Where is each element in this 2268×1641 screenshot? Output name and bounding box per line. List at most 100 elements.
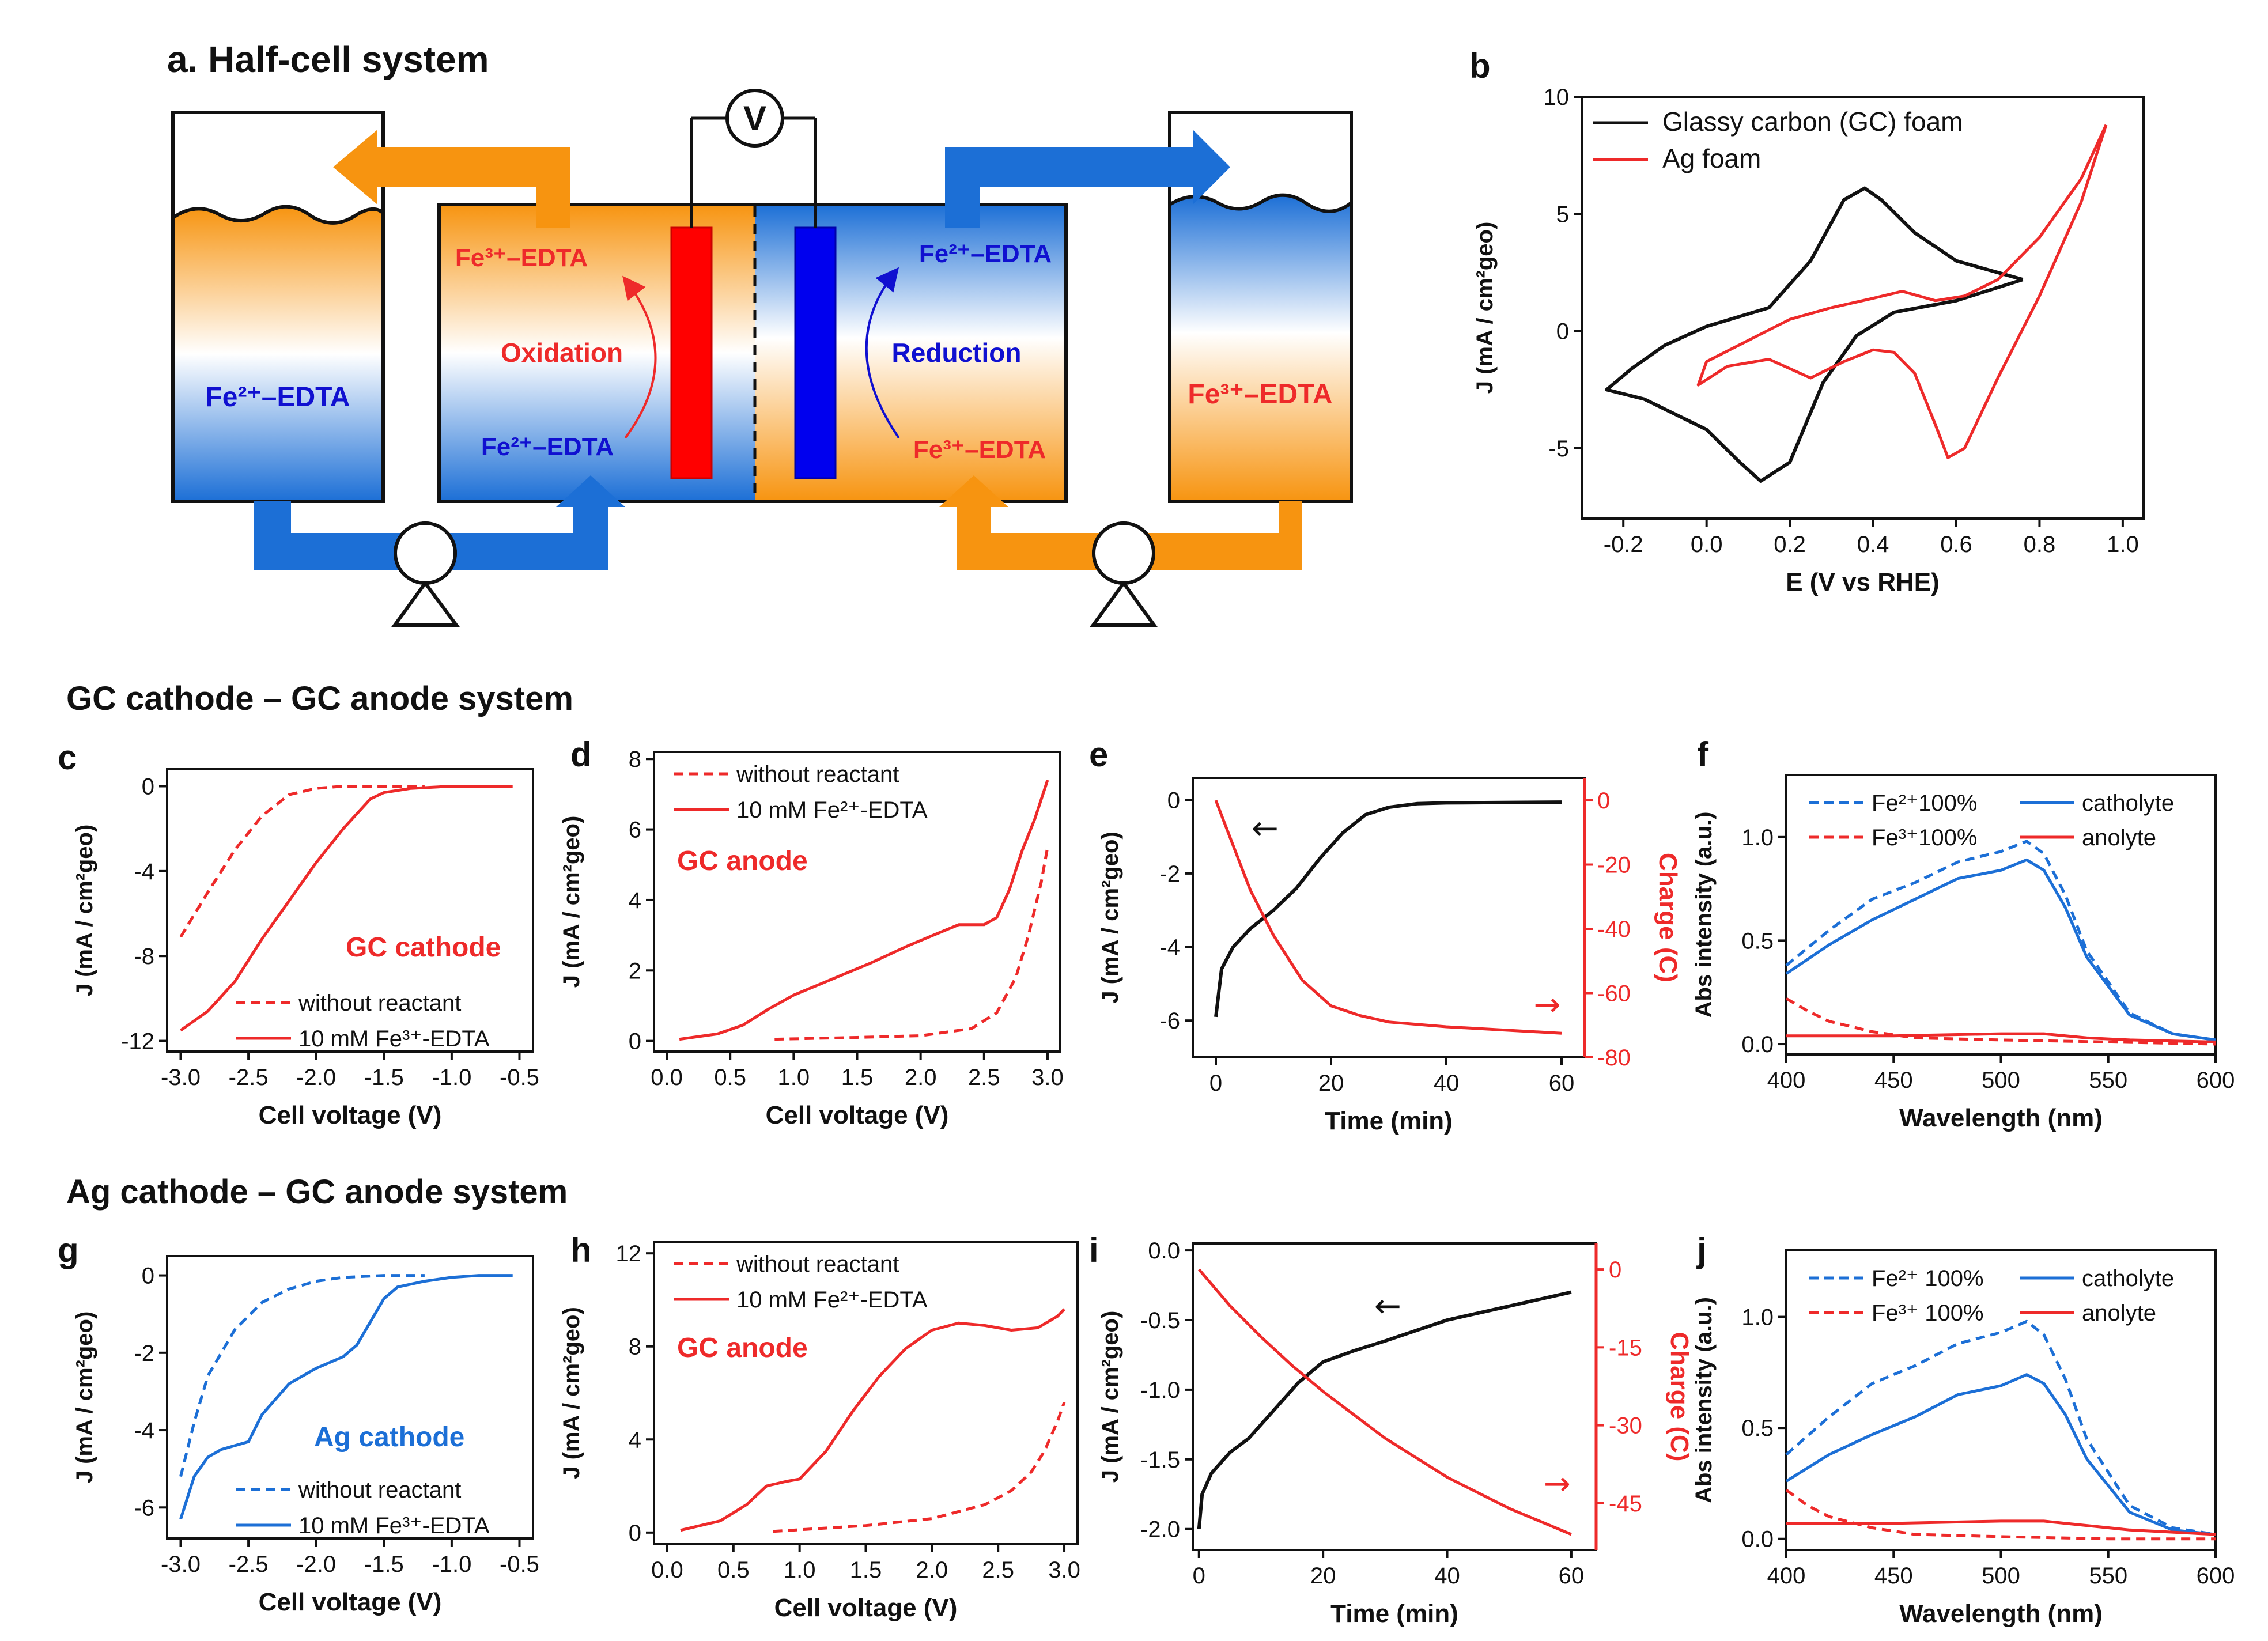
y-tick-label: 0 (142, 1264, 154, 1289)
y-tick-label: -5 (1548, 436, 1569, 462)
chart-b: b -0.2 0.0 0.2 0.4 0.6 0.8 1.0 -5 0 5 10 E (V vs RHE… (1469, 47, 2145, 596)
panel-letter: j (1696, 1231, 1707, 1269)
y-tick-label: -4 (134, 1418, 154, 1443)
y-axis-label: J (mA / cm²geo) (1098, 831, 1123, 1004)
x-tick-label: 0.5 (714, 1065, 746, 1090)
y2-tick-label: -15 (1609, 1335, 1642, 1360)
x-tick-label: 2.0 (916, 1557, 948, 1583)
x-tick-label: 600 (2197, 1563, 2235, 1589)
x-axis-label: Cell voltage (V) (259, 1101, 442, 1129)
y-tick-label: 0.0 (1741, 1032, 1774, 1057)
x-tick-label: 20 (1310, 1563, 1336, 1589)
y2-tick-label: -45 (1609, 1491, 1642, 1517)
cathode-top-species: Fe²⁺–EDTA (919, 240, 1052, 268)
x-tick-label: 0.0 (1691, 532, 1723, 557)
series-line (1197, 1268, 1572, 1536)
panel-annotation: GC anode (677, 846, 808, 876)
x-tick-label: -0.2 (1604, 532, 1643, 557)
right-tank-label: Fe³⁺–EDTA (1188, 379, 1332, 410)
legend-label: anolyte (2082, 825, 2156, 850)
x-tick-label: 0.0 (651, 1065, 683, 1090)
y-axis-label: J (mA / cm²geo) (1472, 222, 1498, 394)
x-tick-label: 3.0 (1048, 1557, 1080, 1583)
left-axis-arrow: ← (1252, 810, 1279, 848)
x-tick-label: 40 (1434, 1563, 1460, 1589)
panel-letter: h (570, 1231, 592, 1269)
legend-label: without reactant (736, 1251, 899, 1277)
y-tick-label: 10 (1544, 85, 1570, 110)
x-tick-label: -1.5 (364, 1065, 404, 1090)
x-tick-label: 60 (1559, 1563, 1585, 1589)
x-tick-label: 0.8 (2024, 532, 2056, 557)
x-tick-label: 0 (1193, 1563, 1205, 1589)
x-axis-label: Cell voltage (V) (774, 1594, 958, 1622)
x-axis-label: Cell voltage (V) (259, 1588, 442, 1616)
x-tick-label: -3.0 (161, 1552, 201, 1577)
x-tick-label: 60 (1549, 1071, 1575, 1096)
y2-tick-label: -80 (1597, 1045, 1631, 1071)
y-axis-label: Abs intensity (a.u.) (1691, 1297, 1717, 1503)
oxidation-arrow (622, 275, 657, 439)
x-axis-label: E (V vs RHE) (1786, 568, 1940, 596)
x-tick-label: 550 (2089, 1068, 2127, 1093)
y-tick-label: -8 (134, 944, 154, 969)
legend-label: without reactant (298, 990, 461, 1016)
legend-label: Fe²⁺100% (1872, 791, 1977, 816)
y-tick-label: 0.0 (1741, 1527, 1774, 1552)
panel-letter: e (1089, 735, 1108, 774)
series-line (1785, 1319, 2216, 1536)
panel-letter: i (1089, 1231, 1099, 1269)
series-line (1785, 1373, 2216, 1536)
x-tick-label: -1.5 (364, 1552, 404, 1577)
series-line (680, 1308, 1065, 1532)
x-tick-label: 0.4 (1857, 532, 1889, 557)
cathode-process: Reduction (892, 338, 1022, 368)
series-line (180, 785, 513, 1032)
voltmeter-label: V (743, 99, 766, 138)
y-tick-label: 0.5 (1741, 1416, 1774, 1441)
chart-h: h 0.0 0.5 1.0 1.5 2.0 2.5 3.0 0 4 8 12 Cell voltage … (559, 1231, 1080, 1622)
y2-tick-label: 0 (1609, 1257, 1621, 1283)
x-tick-label: 0.5 (717, 1557, 750, 1583)
anode-process: Oxidation (501, 338, 623, 368)
panel-letter: b (1469, 47, 1491, 85)
y2-axis-label: Charge (C) (1665, 1332, 1694, 1462)
x-axis-label: Cell voltage (V) (766, 1101, 949, 1129)
y-axis-label: J (mA / cm²geo) (1098, 1311, 1123, 1483)
y-axis-label: J (mA / cm²geo) (72, 825, 97, 997)
cathode-bottom-species: Fe³⁺–EDTA (913, 436, 1046, 464)
chart-g: g -3.0 -2.5 -2.0 -1.5 -1.0 -0.5 0 -2 -4 -6 Cell vol… (58, 1231, 539, 1616)
electrochemical-cell: V Fe³⁺–EDTA Oxidation Fe²⁺–EDTA Fe²⁺–EDT… (437, 89, 1068, 503)
x-tick-label: 3.0 (1031, 1065, 1064, 1090)
series-line (1785, 1488, 2216, 1541)
anode-electrode (670, 226, 713, 479)
panel-a-schematic: a. Half-cell system Fe²⁺–EDTA Fe³⁺–EDTA (167, 39, 1353, 627)
y-tick-label: 0 (1167, 788, 1180, 813)
x-tick-label: 20 (1318, 1071, 1344, 1096)
blue-top-arrow (945, 130, 1230, 228)
left-axis-arrow: ← (1374, 1288, 1401, 1325)
y-tick-label: 2 (629, 958, 641, 984)
x-tick-label: 40 (1434, 1071, 1460, 1096)
x-tick-label: -2.5 (229, 1552, 269, 1577)
y-tick-label: 6 (629, 818, 641, 843)
x-tick-label: 2.0 (905, 1065, 937, 1090)
legend-label: catholyte (2082, 791, 2174, 816)
x-tick-label: 0.0 (651, 1557, 683, 1583)
y-tick-label: 5 (1556, 202, 1569, 227)
panel-annotation: Ag cathode (314, 1422, 464, 1453)
voltmeter-icon (725, 89, 784, 148)
x-axis-label: Time (min) (1330, 1600, 1458, 1628)
y-tick-label: 0.0 (1148, 1238, 1180, 1264)
flow-arrows (254, 130, 1302, 627)
series-line (179, 1274, 425, 1477)
legend-label: Fe³⁺100% (1872, 825, 1977, 850)
anode-top-species: Fe³⁺–EDTA (455, 244, 588, 272)
legend-label: 10 mM Fe²⁺-EDTA (736, 797, 928, 823)
series-line (1785, 858, 2216, 1042)
series-line (1605, 186, 2024, 483)
y-tick-label: 8 (629, 1334, 641, 1360)
legend-label: 10 mM Fe³⁺-EDTA (298, 1026, 490, 1052)
series-line (774, 846, 1049, 1041)
